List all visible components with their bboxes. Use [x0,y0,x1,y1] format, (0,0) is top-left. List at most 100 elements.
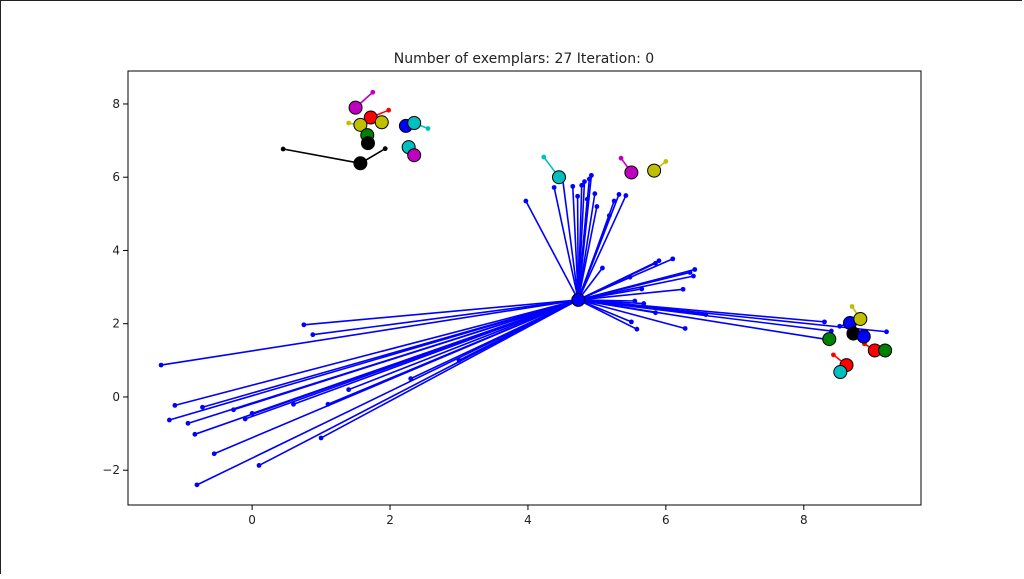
data-point [623,193,629,198]
data-point [653,310,658,316]
y-tick-label: 2 [112,317,120,331]
data-point [301,322,307,328]
exemplar-point [647,163,662,178]
plot-area [127,70,922,506]
data-point [172,402,178,408]
data-point [325,401,331,407]
link-line [348,299,579,391]
x-tick-label: 6 [662,513,670,527]
link-line [312,299,579,336]
data-point [680,286,686,292]
data-point [703,312,709,317]
data-point [242,416,248,422]
y-tick-label: 4 [112,243,120,257]
data-point [346,120,352,126]
data-point [211,451,217,457]
x-tick-label: 4 [524,513,532,527]
exemplar-point [822,332,837,347]
data-point [822,319,827,325]
link-line [160,299,579,366]
data-point [682,326,688,331]
data-point [194,482,200,488]
data-point [370,89,376,95]
data-point [634,326,640,332]
data-point [425,126,431,131]
data-point [582,179,587,185]
data-point [541,154,547,160]
data-point [692,267,698,272]
data-point [627,274,633,280]
link-line [561,177,580,301]
data-point [837,323,843,329]
y-tick-label: −2 [102,463,120,477]
link-line [283,148,361,165]
exemplar-point [551,170,566,185]
exemplar-point [878,343,893,358]
chart-title: Number of exemplars: 27 Iteration: 0 [394,51,654,67]
data-point [158,362,164,368]
link-line [327,299,579,406]
exemplar-point [407,148,422,163]
data-point [884,329,889,335]
exemplar-point [353,117,368,132]
data-point [588,172,594,178]
data-point [663,159,669,164]
data-point [318,435,324,441]
link-line [577,206,598,301]
data-point [185,420,191,426]
data-point [346,387,352,393]
data-point [641,301,647,306]
x-tick-label: 8 [800,513,808,527]
data-point [456,357,462,363]
link-line [458,299,579,362]
data-point [600,265,605,271]
data-point [249,411,255,416]
data-point [291,401,296,407]
data-point [616,192,622,197]
data-point [670,256,676,262]
data-point [691,273,696,279]
exemplar-point [353,156,368,171]
data-point [523,198,529,204]
data-point [579,182,585,188]
link-line [320,299,579,439]
data-point [592,191,598,197]
link-lines [160,91,887,486]
data-point [639,286,645,292]
exemplar-point [624,165,639,180]
link-line [578,299,887,333]
data-point [656,258,662,264]
link-line [525,200,579,301]
exemplar-point [374,115,389,130]
data-point [166,417,172,423]
exemplar-point [348,100,363,115]
link-line [578,275,694,301]
link-line [410,299,579,380]
data-point [256,463,262,468]
link-line [577,194,620,301]
data-point [584,196,590,202]
y-tick-label: 0 [112,390,120,404]
data-point [618,155,624,161]
link-line [233,299,579,411]
member-points [158,89,889,488]
link-line [578,299,825,340]
y-axis: −2 0 2 4 6 8 [102,97,128,477]
data-point [687,270,693,275]
exemplar-point [360,136,375,151]
data-point [382,146,388,152]
x-tick-label: 0 [248,513,256,527]
data-point [570,183,576,189]
data-point [231,407,236,413]
data-point [192,431,198,437]
link-line [553,187,580,301]
link-line [196,299,579,486]
data-point [594,204,600,209]
data-point [200,404,205,410]
data-point [849,304,855,309]
y-tick-label: 8 [112,97,120,111]
link-line [293,299,579,406]
link-line [578,288,684,301]
link-line [202,299,579,408]
